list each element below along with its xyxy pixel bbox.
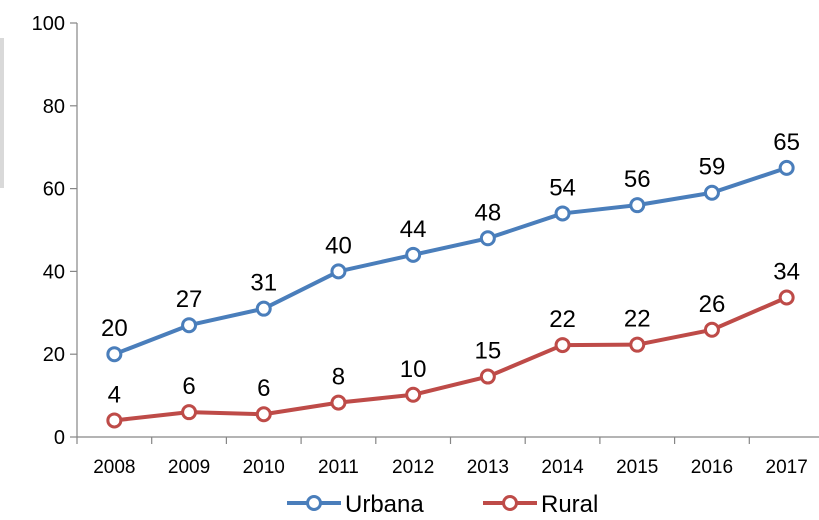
data-label: 22	[549, 306, 576, 333]
series-line-rural	[112, 295, 789, 423]
x-tick-label: 2008	[93, 457, 135, 478]
data-point	[629, 197, 646, 214]
legend-item-rural: Rural	[483, 491, 598, 518]
series-line-urbana	[112, 165, 789, 357]
data-point	[778, 159, 795, 176]
data-label: 22	[624, 306, 651, 333]
x-tick-label: 2015	[616, 457, 658, 478]
data-point	[554, 205, 571, 222]
x-tick-label: 2017	[766, 457, 808, 478]
x-tick-label: 2013	[467, 457, 509, 478]
legend-item-urbana: Urbana	[287, 491, 424, 518]
data-label: 56	[624, 166, 651, 193]
x-tick-label: 2012	[392, 457, 434, 478]
legend-marker	[306, 495, 322, 511]
left-edge-artifact	[0, 38, 4, 188]
data-label: 48	[474, 199, 501, 226]
y-tick-label: 20	[43, 344, 65, 366]
data-label: 20	[101, 315, 128, 342]
data-label: 6	[182, 373, 195, 400]
y-tick-label: 60	[43, 179, 65, 201]
data-point	[554, 337, 571, 354]
data-point	[181, 317, 198, 334]
data-point	[181, 404, 198, 421]
x-tick-label: 2009	[168, 457, 210, 478]
y-tick-label: 100	[32, 13, 65, 35]
data-point	[479, 230, 496, 247]
x-tick-label: 2014	[541, 457, 584, 478]
data-label: 15	[474, 338, 501, 365]
x-tick-label: 2011	[318, 457, 359, 478]
data-point	[778, 289, 795, 306]
legend-label: Urbana	[345, 491, 424, 518]
series-rural: 4 6 6 8 10 15 22 22 26 34	[106, 258, 800, 429]
x-tick-label: 2016	[691, 457, 733, 478]
legend: Urbana Rural	[287, 491, 598, 518]
y-tick-label: 40	[43, 261, 65, 283]
data-point	[479, 368, 496, 385]
data-label: 40	[325, 232, 352, 259]
y-tick-label: 80	[43, 96, 65, 118]
legend-marker	[502, 495, 518, 511]
data-label: 4	[108, 381, 121, 408]
y-tick-label: 0	[54, 427, 65, 449]
data-label: 31	[250, 270, 277, 297]
data-label: 6	[257, 375, 270, 402]
series-urbana: 20 27 31 40 44 48 54 56 59 65	[101, 129, 800, 363]
x-axis-ticks: 2008 2009 2010 2011 2012 2013 2014 2015 2016 2017	[76, 437, 808, 478]
data-label: 44	[400, 216, 427, 243]
data-point	[405, 386, 422, 403]
data-point	[255, 406, 272, 423]
data-label: 26	[699, 291, 726, 318]
data-label: 59	[699, 154, 726, 181]
y-axis-ticks: 0 20 40 60 80 100	[32, 13, 77, 449]
data-label: 8	[332, 364, 345, 391]
data-label: 65	[773, 129, 800, 156]
series-group: 20 27 31 40 44 48 54 56 59 65 4 6 6 8 10 15 22 22 26 34	[101, 129, 800, 429]
x-tick-label: 2010	[243, 457, 285, 478]
data-point	[405, 246, 422, 263]
data-point	[703, 184, 720, 201]
data-point	[255, 300, 272, 317]
data-point	[330, 394, 347, 411]
data-point	[106, 412, 123, 429]
data-point	[330, 263, 347, 280]
data-label: 27	[176, 286, 203, 313]
data-point	[629, 336, 646, 353]
data-point	[703, 321, 720, 338]
data-label: 34	[773, 258, 800, 285]
data-point	[106, 346, 123, 363]
data-label: 10	[400, 356, 427, 383]
legend-label: Rural	[541, 491, 598, 518]
data-label: 54	[549, 174, 576, 201]
